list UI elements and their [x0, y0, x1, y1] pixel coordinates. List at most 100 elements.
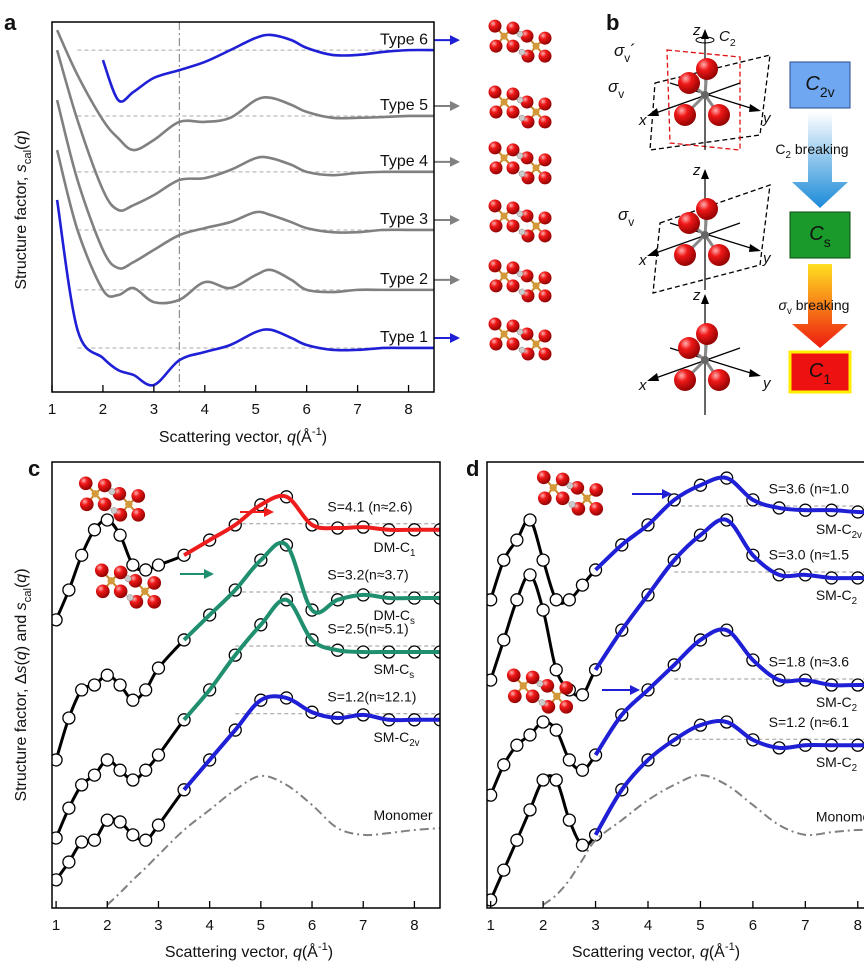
hydrogen-atom [519, 171, 525, 177]
data-point [550, 724, 562, 736]
oxygen-atom [507, 40, 520, 53]
y-axis-label-part: ) and [13, 610, 30, 651]
x-axis-label: Scattering vector, q(Å-1) [572, 941, 740, 961]
molecule [537, 470, 603, 515]
hydrogen-atom [111, 507, 117, 513]
phosphorus-atom [501, 154, 508, 161]
x-axis-label-part: Scattering vector, [572, 944, 700, 961]
data-point [101, 754, 113, 766]
data-point [550, 774, 562, 786]
central-atom [701, 356, 709, 364]
data-point [127, 829, 139, 841]
panel-label: c [28, 456, 40, 481]
data-point [498, 864, 510, 876]
oxygen-atom [539, 32, 552, 45]
panel-label: a [4, 10, 17, 35]
arrow-head [450, 333, 460, 343]
x-tick-label: 8 [404, 401, 412, 418]
x-axis-label-part: (Å [709, 942, 725, 961]
data-point [511, 534, 523, 546]
series-label: Monomer [816, 809, 864, 825]
plane-label: σv´ [614, 41, 636, 65]
y-axis-label-part: Structure factor, [13, 172, 30, 289]
data-point [563, 754, 575, 766]
oxygen-atom [674, 244, 696, 266]
oxygen-atom [490, 279, 503, 292]
arrow-head [701, 294, 709, 304]
oxygen-atom [539, 229, 552, 242]
data-point [576, 764, 588, 776]
phosphorus-atom [550, 484, 557, 491]
annotation: S=3.0 (n≈1.5 [769, 547, 850, 563]
oxygen-atom [79, 476, 93, 490]
data-point [127, 559, 139, 571]
panel-label: b [606, 10, 619, 35]
y-axis-label-part: s [13, 164, 30, 172]
data-point [576, 689, 588, 701]
molecule [489, 141, 552, 184]
data-point [537, 774, 549, 786]
x-tick-label: 3 [154, 917, 162, 934]
oxygen-atom [489, 141, 502, 154]
oxygen-atom [556, 491, 570, 505]
fit-curve [596, 629, 864, 755]
y-axis-label-part: s [13, 602, 30, 610]
arrow-head [264, 507, 274, 517]
x-axis-label-part: Scattering vector, [165, 944, 293, 961]
phosphorus-atom [501, 33, 508, 40]
y-axis-label-part: cal [22, 588, 34, 602]
arrow-head [204, 569, 214, 579]
phosphorus-atom [501, 212, 508, 219]
molecule [489, 259, 552, 302]
arrow-head [450, 35, 460, 45]
x-axis-label-part: -1 [318, 941, 328, 953]
phosphorus-atom [583, 495, 590, 502]
transition-label-part: breaking [791, 141, 849, 157]
data-point [563, 814, 575, 826]
x-tick-label: 5 [257, 917, 265, 934]
state-label-part: C [805, 73, 820, 95]
y-axis-label: Structure factor, scal(q) [13, 130, 34, 289]
series-label: Type 5 [380, 97, 428, 114]
oxygen-atom [490, 40, 503, 53]
phosphorus-atom [125, 501, 132, 508]
rotation-label-part: 2 [730, 37, 736, 49]
oxygen-atom [507, 161, 520, 174]
hydrogen-atom [517, 31, 523, 37]
axis-label: y [762, 250, 772, 267]
x-tick-label: 1 [486, 917, 494, 934]
series-label-part: 2 [852, 703, 857, 714]
x-axis-label-part: ) [328, 944, 333, 961]
series-label-part: SM-C [373, 661, 409, 677]
series-label-part: DM-C [373, 538, 410, 554]
annotation: S=1.8 (n≈3.6 [769, 654, 850, 670]
series-label: DM-C1 [373, 538, 415, 558]
hydrogen-atom [569, 501, 575, 507]
oxygen-atom [490, 337, 503, 350]
data-point [576, 579, 588, 591]
phosphorus-atom [520, 682, 527, 689]
oxygen-atom [674, 369, 696, 391]
series-label-part: 2 [852, 763, 857, 774]
phosphorus-atom [501, 330, 508, 337]
oxygen-atom [674, 104, 696, 126]
arrow-head [647, 248, 659, 256]
data-point [152, 819, 164, 831]
phosphorus-atom [108, 577, 115, 584]
oxygen-atom [559, 700, 573, 714]
x-tick-label: 8 [410, 917, 418, 934]
hydrogen-atom [125, 576, 131, 582]
hydrogen-atom [109, 489, 115, 495]
axis-label: y [762, 375, 772, 392]
data-point [63, 802, 75, 814]
hydrogen-atom [517, 329, 523, 335]
data-point [140, 834, 152, 846]
annotation: S=1.2 (n≈6.1 [769, 714, 850, 730]
data-point [101, 514, 113, 526]
arrow-head [749, 244, 761, 252]
y-axis-label-part: ) [13, 568, 30, 573]
hydrogen-atom [519, 229, 525, 235]
series-label-part: 2v [852, 530, 862, 541]
x-tick-label: 6 [302, 401, 310, 418]
data-point [88, 524, 100, 536]
